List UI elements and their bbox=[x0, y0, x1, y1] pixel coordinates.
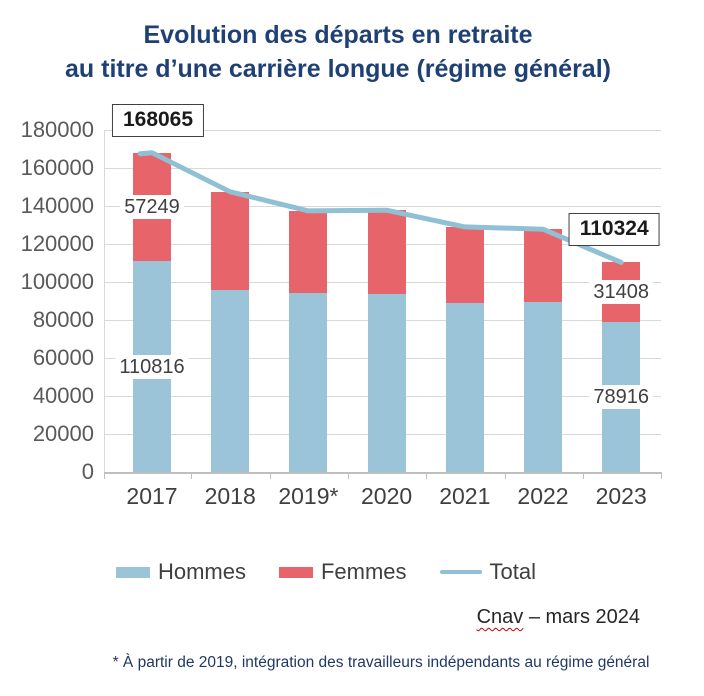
bar-femmes-2020 bbox=[367, 210, 406, 295]
x-tick-label-2019: 2019* bbox=[278, 483, 339, 509]
x-axis-tick-0 bbox=[104, 472, 105, 479]
x-axis-tick-5 bbox=[504, 472, 506, 479]
x-axis-tick-7 bbox=[661, 472, 662, 479]
value-label-Femmes-2017: 57249 bbox=[120, 195, 184, 220]
bar-hommes-2019 bbox=[289, 293, 328, 472]
x-tick-label-2021: 2021 bbox=[439, 483, 491, 509]
y-tick-label-80000: 80000 bbox=[32, 307, 94, 332]
legend-label-femmes: Femmes bbox=[320, 559, 407, 584]
chart-title: Evolution des départs en retraite au tit… bbox=[0, 18, 704, 86]
x-tick-label-2023: 2023 bbox=[595, 483, 647, 509]
y-tick-label-180000: 180000 bbox=[20, 117, 94, 142]
chart-title-line1: Evolution des départs en retraite bbox=[143, 21, 533, 49]
legend-item-total: Total bbox=[439, 559, 537, 585]
bar-femmes-2019 bbox=[289, 210, 328, 294]
x-tick-label-2018: 2018 bbox=[204, 483, 256, 509]
y-tick-label-100000: 100000 bbox=[20, 269, 94, 294]
bar-femmes-2021 bbox=[445, 226, 484, 304]
bar-femmes-2018 bbox=[211, 191, 250, 290]
total-callout-2017: 168065 bbox=[111, 103, 205, 137]
legend-swatch-total bbox=[439, 570, 482, 574]
x-axis-tick-4 bbox=[426, 472, 427, 479]
y-tick-label-60000: 60000 bbox=[32, 345, 94, 370]
legend-swatch-femmes bbox=[278, 566, 313, 578]
bar-hommes-2018 bbox=[211, 289, 250, 472]
bar-femmes-2022 bbox=[524, 229, 562, 303]
source-name: Cnav bbox=[476, 606, 524, 628]
y-tick-label-140000: 140000 bbox=[20, 193, 94, 218]
y-axis-line bbox=[104, 130, 105, 472]
value-label-Femmes-2023: 31408 bbox=[589, 280, 653, 305]
x-tick-label-2017: 2017 bbox=[126, 483, 178, 509]
x-tick-label-2022: 2022 bbox=[517, 483, 569, 509]
bar-hommes-2020 bbox=[367, 294, 406, 472]
x-axis-line bbox=[104, 472, 662, 474]
source-text: Cnav – mars 2024 bbox=[477, 606, 640, 629]
y-tick-label-160000: 160000 bbox=[20, 155, 94, 180]
value-label-Hommes-2017: 110816 bbox=[115, 354, 189, 379]
y-tick-label-120000: 120000 bbox=[20, 231, 94, 256]
legend-item-hommes: Hommes bbox=[115, 559, 246, 585]
legend: Hommes Femmes Total bbox=[0, 559, 678, 585]
x-axis-tick-1 bbox=[191, 472, 192, 479]
legend-label-total: Total bbox=[489, 559, 537, 584]
legend-label-hommes: Hommes bbox=[157, 559, 246, 584]
total-callout-2023: 110324 bbox=[568, 213, 660, 247]
legend-item-femmes: Femmes bbox=[278, 559, 407, 585]
value-label-Hommes-2023: 78916 bbox=[589, 385, 653, 410]
x-axis-tick-3 bbox=[348, 472, 349, 479]
legend-swatch-hommes bbox=[115, 566, 150, 578]
gridline-160000 bbox=[104, 168, 661, 169]
x-axis-tick-2 bbox=[269, 472, 271, 479]
bar-hommes-2022 bbox=[524, 302, 562, 472]
x-axis-tick-6 bbox=[583, 472, 584, 479]
source-date: – mars 2024 bbox=[523, 606, 640, 628]
gridline-140000 bbox=[104, 206, 661, 207]
y-tick-label-0: 0 bbox=[81, 459, 94, 484]
x-tick-label-2020: 2020 bbox=[361, 483, 413, 509]
y-tick-label-20000: 20000 bbox=[32, 421, 94, 446]
y-tick-label-40000: 40000 bbox=[32, 383, 94, 408]
footnote: * À partir de 2019, intégration des trav… bbox=[112, 654, 650, 671]
chart-title-line2: au titre d’une carrière longue (régime g… bbox=[65, 55, 611, 83]
bar-hommes-2021 bbox=[445, 303, 484, 472]
gridline-180000 bbox=[104, 130, 661, 131]
